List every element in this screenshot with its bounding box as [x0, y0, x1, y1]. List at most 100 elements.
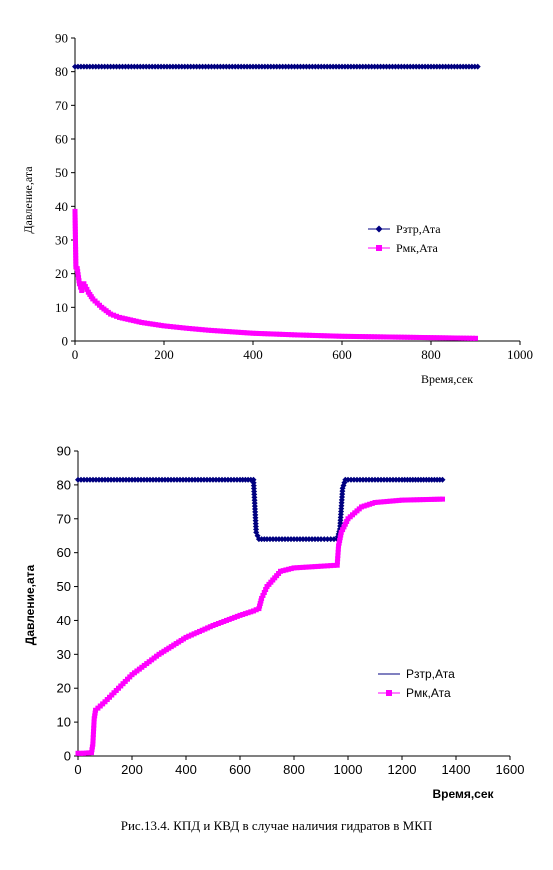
- chart-1-series-1-marker: [443, 335, 449, 341]
- chart-2-y-tick-label: 20: [57, 681, 71, 696]
- chart-2-series-1-marker: [280, 568, 286, 574]
- chart-1-series-1-marker: [286, 332, 292, 338]
- chart-2-series-1-marker: [335, 546, 341, 552]
- chart-2-series-1-marker: [90, 735, 96, 741]
- chart-1-series-1-marker: [158, 322, 164, 328]
- chart-2-series-0-marker: [252, 514, 259, 521]
- chart-2-series-0-marker: [318, 536, 324, 543]
- chart-2-series-1-marker: [361, 503, 367, 509]
- chart-2-series-1-marker: [334, 562, 340, 568]
- chart-1-y-tick-label: 50: [55, 165, 68, 180]
- chart-2-series-1-marker: [340, 527, 346, 533]
- chart-2-series-1-marker: [89, 750, 94, 756]
- chart-1-series-1-marker: [259, 331, 265, 337]
- chart-1-series-1-marker: [136, 319, 142, 325]
- chart-1-series-1-marker: [372, 334, 378, 340]
- chart-1-series-1-marker: [461, 335, 467, 341]
- chart-1-series-1-marker: [336, 333, 342, 339]
- chart-1-y-axis-label: Давление,ата: [21, 166, 35, 234]
- chart-1-series-1-marker: [155, 322, 161, 328]
- chart-2-series-1-marker: [408, 497, 414, 503]
- chart-1-series-1-marker: [122, 316, 128, 322]
- chart-1-series-1-marker: [455, 335, 461, 341]
- chart-1-series-1-marker: [232, 329, 238, 335]
- chart-1-series-1-marker: [434, 335, 440, 341]
- chart-1-series-1-marker: [348, 333, 354, 339]
- chart-2-series-1-marker: [321, 563, 327, 569]
- chart-1-series-1-marker: [117, 314, 122, 320]
- chart-2-legend-marker-1: [386, 690, 392, 696]
- chart-1-series-1-marker: [72, 208, 78, 214]
- chart-2-series-1-marker: [260, 592, 266, 598]
- chart-2-series-1-marker: [288, 566, 294, 572]
- chart-2-series-1-marker: [186, 633, 192, 639]
- chart-2-x-tick-label: 1200: [388, 762, 417, 777]
- chart-2-series-1-marker: [202, 626, 208, 632]
- chart-2-series-1-marker: [440, 496, 445, 502]
- chart-2-x-tick-label: 400: [175, 762, 197, 777]
- chart-1-series-1-marker: [458, 335, 464, 341]
- chart-1-x-ticks: 0 200 400 600 800 1000: [72, 341, 533, 362]
- chart-1-series-1-marker: [72, 211, 78, 217]
- chart-1-series-1-marker: [72, 220, 78, 226]
- chart-2-series-1-marker: [420, 497, 426, 503]
- chart-2-series-1-marker: [78, 750, 84, 756]
- chart-1-series-1-marker: [73, 255, 79, 261]
- chart-1-series-1-marker: [223, 328, 229, 334]
- chart-1-series-1-marker: [139, 319, 145, 325]
- chart-2-x-tick-label: 1400: [442, 762, 471, 777]
- chart-1-series-1-marker: [419, 334, 425, 340]
- chart-1-series-1-marker: [114, 313, 120, 319]
- chart-2-y-tick-label: 0: [64, 749, 71, 764]
- chart-1-series-1-marker: [161, 323, 167, 329]
- chart-2-y-tick-label: 40: [57, 613, 71, 628]
- chart-1-series-1-marker: [407, 334, 413, 340]
- chart-2-series-1-marker: [92, 710, 98, 716]
- chart-1-series-1-marker: [72, 217, 78, 223]
- chart-1-series-1-marker: [309, 332, 315, 338]
- chart-1-series-1-marker: [289, 332, 295, 338]
- chart-1-series-1-marker: [72, 238, 78, 244]
- chart-2-series-1-marker: [367, 501, 373, 507]
- chart-2-series-1-marker: [306, 564, 312, 570]
- chart-1-legend-marker-1: [376, 245, 382, 251]
- chart-2-series-1-marker: [259, 595, 265, 601]
- chart-2-x-tick-label: 1000: [334, 762, 363, 777]
- chart-1-series-1-marker: [440, 335, 446, 341]
- chart-1-series-1-marker: [76, 275, 82, 281]
- chart-1-series-1-marker: [470, 335, 476, 341]
- chart-2-series-1-marker: [414, 497, 420, 503]
- chart-2-x-axis-label: Время,сек: [432, 787, 494, 801]
- chart-1-series-1-marker: [295, 332, 300, 338]
- chart-1-series-1-marker: [171, 324, 177, 330]
- chart-1-series-1-marker: [72, 229, 78, 235]
- chart-1-series-1-marker: [190, 326, 196, 332]
- chart-1-series-1-marker: [241, 330, 247, 336]
- chart-1-series-1-marker: [111, 312, 117, 318]
- chart-2-series-1-marker: [328, 563, 334, 569]
- chart-1-series-1-marker: [73, 249, 79, 255]
- chart-2-series-1: [75, 496, 445, 756]
- chart-1-series-1-marker: [274, 331, 280, 337]
- chart-1-series-1: [72, 208, 478, 341]
- chart-1-series-1-marker: [386, 334, 392, 340]
- chart-2-legend-label-1: Рмк,Ата: [406, 686, 451, 700]
- chart-1-series-1-marker: [327, 333, 333, 339]
- chart-1-y-tick-label: 10: [55, 300, 68, 315]
- chart-1-y-tick-label: 60: [55, 132, 68, 147]
- chart-1-series-1-marker: [128, 317, 134, 323]
- chart-2-series-1-marker: [337, 537, 343, 543]
- chart-2-series-1-marker: [92, 713, 98, 719]
- chart-1-series-1-marker: [183, 325, 189, 331]
- chart-1-series-1-marker: [401, 334, 407, 340]
- chart-1-series: [72, 63, 481, 341]
- chart-1: 0 10 20 30 40 50 60 70 80 90 0 200 400 600 800 1000 Да…: [21, 31, 533, 387]
- chart-1-series-1-marker: [144, 320, 150, 326]
- chart-2-y-tick-label: 30: [57, 647, 71, 662]
- chart-1-series-1-marker: [303, 332, 309, 338]
- chart-1-series-1-marker: [81, 281, 87, 287]
- chart-1-series-1-marker: [375, 334, 381, 340]
- chart-1-series-1-marker: [268, 331, 274, 337]
- chart-2-series-1-marker: [335, 556, 341, 562]
- chart-2-series-1-marker: [226, 616, 232, 622]
